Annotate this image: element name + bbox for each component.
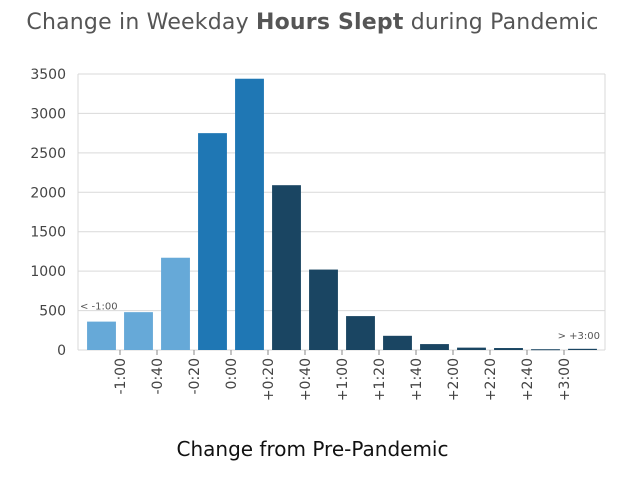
- y-tick-label: 3500: [30, 67, 66, 83]
- y-tick-label: 2500: [30, 146, 66, 162]
- bar: [161, 257, 190, 350]
- bar: [494, 348, 523, 350]
- x-tick-label: +2:20: [483, 358, 499, 401]
- bar: [198, 133, 227, 350]
- x-axis-label: Change from Pre-Pandemic: [176, 437, 449, 461]
- annotation-left: < -1:00: [80, 302, 118, 313]
- chart-title-bold: Hours Slept: [256, 10, 404, 35]
- y-tick-label: 2000: [30, 185, 66, 201]
- bar: [420, 344, 449, 350]
- y-tick-label: 0: [57, 343, 66, 359]
- bar: [568, 348, 597, 350]
- x-tick-label: -0:20: [187, 358, 203, 395]
- annotation-right: > +3:00: [558, 331, 600, 342]
- bar: [346, 316, 375, 350]
- y-tick-label: 1500: [30, 225, 66, 241]
- bar: [309, 269, 338, 350]
- y-tick-label: 1000: [30, 264, 66, 280]
- bar: [124, 312, 153, 350]
- x-tick-label: +2:40: [520, 358, 536, 401]
- x-tick-label: +1:40: [409, 358, 425, 401]
- bar: [87, 321, 116, 350]
- bar: [457, 347, 486, 350]
- bar: [531, 349, 560, 351]
- x-tick-label: -0:40: [150, 358, 166, 395]
- y-tick-label: 3000: [30, 106, 66, 122]
- bar: [235, 78, 264, 350]
- chart-title: Change in Weekday Hours Slept during Pan…: [0, 10, 625, 35]
- x-tick-label: +0:20: [261, 358, 277, 401]
- bar: [383, 335, 412, 350]
- x-tick-label: +1:00: [335, 358, 351, 401]
- chart-title-prefix: Change in Weekday: [26, 10, 256, 35]
- chart-title-suffix: during Pandemic: [403, 10, 599, 35]
- y-tick-label: 500: [39, 304, 66, 320]
- bar: [272, 185, 301, 350]
- x-tick-label: -1:00: [113, 358, 129, 395]
- x-tick-label: +1:20: [372, 358, 388, 401]
- x-tick-label: 0:00: [224, 358, 240, 389]
- x-tick-label: +3:00: [557, 358, 573, 401]
- x-tick-label: +2:00: [446, 358, 462, 401]
- x-tick-label: +0:40: [298, 358, 314, 401]
